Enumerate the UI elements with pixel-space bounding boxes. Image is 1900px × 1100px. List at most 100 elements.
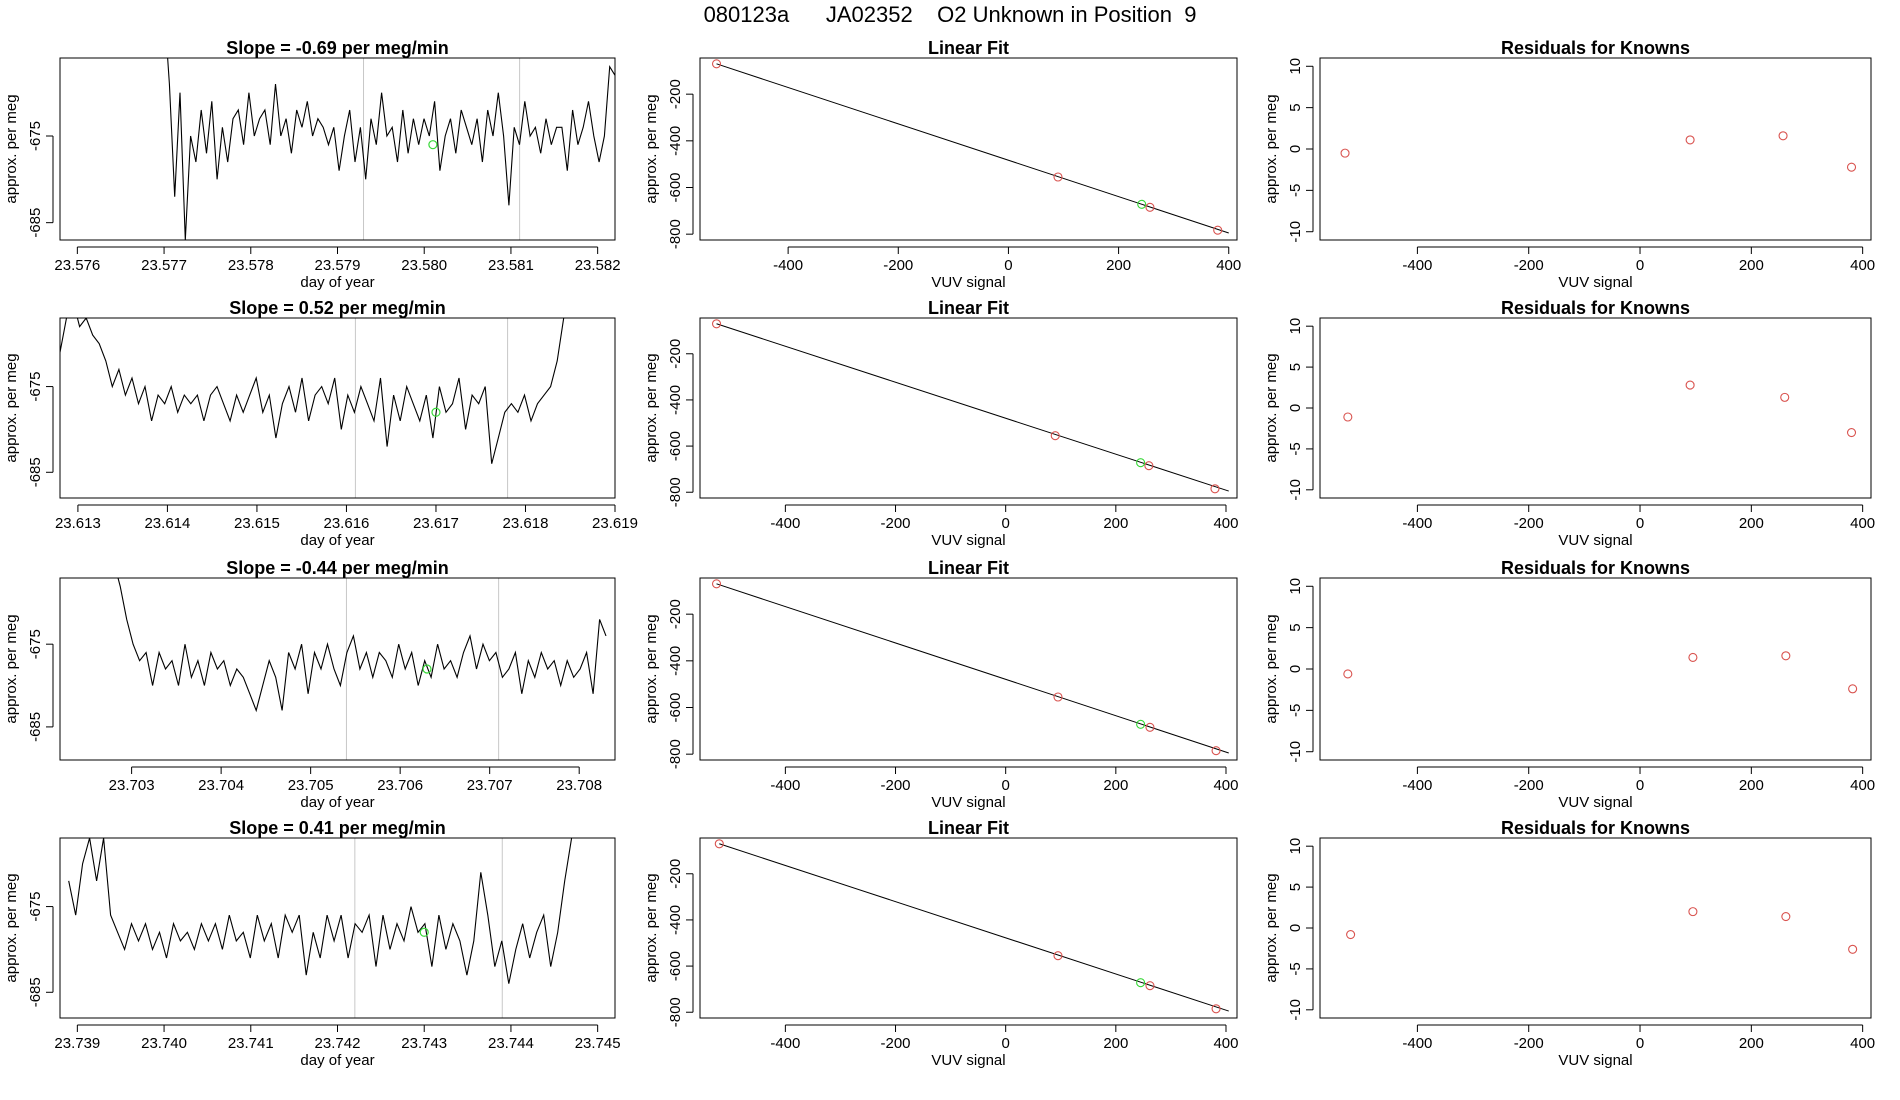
y-tick-label: -685 <box>27 977 44 1007</box>
x-tick-label: -200 <box>1514 515 1544 532</box>
x-tick-label: 200 <box>1103 1035 1128 1052</box>
x-tick-label: 23.615 <box>234 515 280 532</box>
y-tick-label: -800 <box>667 739 684 769</box>
plot-frame <box>1319 577 1872 761</box>
x-tick-label: 23.613 <box>55 515 101 532</box>
y-tick-label: -600 <box>667 951 684 981</box>
x-tick-label: -200 <box>1514 1035 1544 1052</box>
y-axis-label: approx. per meg <box>3 873 20 982</box>
fit-line <box>716 323 1229 492</box>
x-tick-label: 400 <box>1213 1035 1238 1052</box>
unknown-point <box>1136 458 1146 468</box>
y-tick-label: 10 <box>1287 838 1304 855</box>
chart-title: Residuals for Knowns <box>1501 298 1690 318</box>
x-tick-label: 23.581 <box>488 257 534 274</box>
x-tick-label: 400 <box>1850 515 1875 532</box>
plot-frame <box>699 317 1238 499</box>
x-tick-label: 200 <box>1103 777 1128 794</box>
y-tick-label: -5 <box>1287 442 1304 455</box>
x-tick-label: 23.578 <box>228 257 274 274</box>
x-axis-label: VUV signal <box>931 1052 1005 1069</box>
y-tick-label: -400 <box>667 646 684 676</box>
x-tick-label: 200 <box>1739 1035 1764 1052</box>
x-tick-label: 23.704 <box>198 777 244 794</box>
x-tick-label: 200 <box>1739 257 1764 274</box>
known-point <box>711 579 722 589</box>
y-axis-label: approx. per meg <box>1263 873 1280 982</box>
panel-time-series-2: Slope = 0.52 per meg/min 23.613 23.614 23.6… <box>3 298 638 549</box>
known-point <box>1053 172 1063 182</box>
data-layer <box>60 318 565 498</box>
x-axis-label: VUV signal <box>1558 1052 1632 1069</box>
known-point <box>711 319 722 329</box>
y-axis-label: approx. per meg <box>643 94 660 203</box>
fit-line <box>716 583 1229 754</box>
known-point <box>1213 225 1223 235</box>
x-tick-label: 0 <box>1002 515 1010 532</box>
data-layer <box>711 319 1229 494</box>
y-tick-label: -200 <box>667 859 684 889</box>
residual-point <box>1346 929 1356 940</box>
page-title: 080123a JA02352 O2 Unknown in Position 9 <box>703 2 1197 27</box>
x-tick-label: 0 <box>1004 257 1012 274</box>
series-line <box>68 838 573 984</box>
x-tick-label: -400 <box>1402 257 1432 274</box>
y-tick-label: -200 <box>667 79 684 109</box>
residual-point <box>1846 427 1857 438</box>
y-tick-label: -10 <box>1287 741 1304 763</box>
y-tick-label: -200 <box>667 599 684 629</box>
residual-point <box>1688 907 1698 917</box>
plot-frame <box>699 57 1238 241</box>
x-tick-label: -400 <box>1402 777 1432 794</box>
data-layer <box>711 579 1229 756</box>
y-tick-label: -10 <box>1287 479 1304 501</box>
y-axis-label: approx. per meg <box>1263 94 1280 203</box>
residual-point <box>1781 651 1791 661</box>
y-tick-label: -675 <box>27 892 44 922</box>
unknown-point <box>419 927 429 937</box>
plot-frame <box>59 317 616 499</box>
known-point <box>1145 202 1155 212</box>
residual-point <box>1685 380 1695 390</box>
y-tick-label: 0 <box>1287 404 1304 412</box>
chart-title: Residuals for Knowns <box>1501 818 1690 838</box>
x-tick-label: 200 <box>1103 515 1128 532</box>
y-tick-label: 0 <box>1287 924 1304 932</box>
y-axis-label: approx. per meg <box>1263 353 1280 462</box>
chart-title: Slope = 0.52 per meg/min <box>229 298 446 318</box>
data-layer <box>117 578 607 760</box>
residual-point <box>1846 162 1857 172</box>
data-layer <box>711 59 1229 235</box>
known-point <box>1145 722 1155 732</box>
x-axis-label: VUV signal <box>931 274 1005 291</box>
x-tick-label: 0 <box>1636 515 1644 532</box>
x-tick-label: -200 <box>1514 257 1544 274</box>
unknown-point <box>431 407 441 417</box>
x-tick-label: 23.745 <box>575 1035 621 1052</box>
panel-time-series-4: Slope = 0.41 per meg/min 23.739 23.740 23.7… <box>3 818 621 1069</box>
data-layer <box>1340 131 1857 172</box>
x-axis-label: VUV signal <box>1558 274 1632 291</box>
x-axis-label: day of year <box>300 1052 374 1069</box>
x-axis-label: VUV signal <box>1558 532 1632 549</box>
x-tick-label: 0 <box>1002 1035 1010 1052</box>
y-tick-label: -675 <box>27 372 44 402</box>
y-tick-label: 10 <box>1287 318 1304 335</box>
y-tick-label: -5 <box>1287 184 1304 197</box>
x-tick-label: -400 <box>773 257 803 274</box>
x-tick-label: 23.740 <box>141 1035 187 1052</box>
data-layer <box>1343 651 1858 694</box>
plot-frame <box>59 577 616 761</box>
known-point <box>1211 1004 1221 1014</box>
x-tick-label: 23.744 <box>488 1035 534 1052</box>
chart-title: Linear Fit <box>928 298 1009 318</box>
x-tick-label: 23.617 <box>413 515 459 532</box>
data-layer <box>68 838 573 1018</box>
y-axis-label: approx. per meg <box>643 873 660 982</box>
x-tick-label: 23.706 <box>377 777 423 794</box>
x-tick-label: 23.705 <box>288 777 334 794</box>
panel-residuals-9: Residuals for Knowns -400 -200 0 200 400 VUV s… <box>1263 38 1875 291</box>
x-tick-label: 0 <box>1002 777 1010 794</box>
unknown-point <box>1137 199 1147 209</box>
y-tick-label: -675 <box>27 121 44 151</box>
